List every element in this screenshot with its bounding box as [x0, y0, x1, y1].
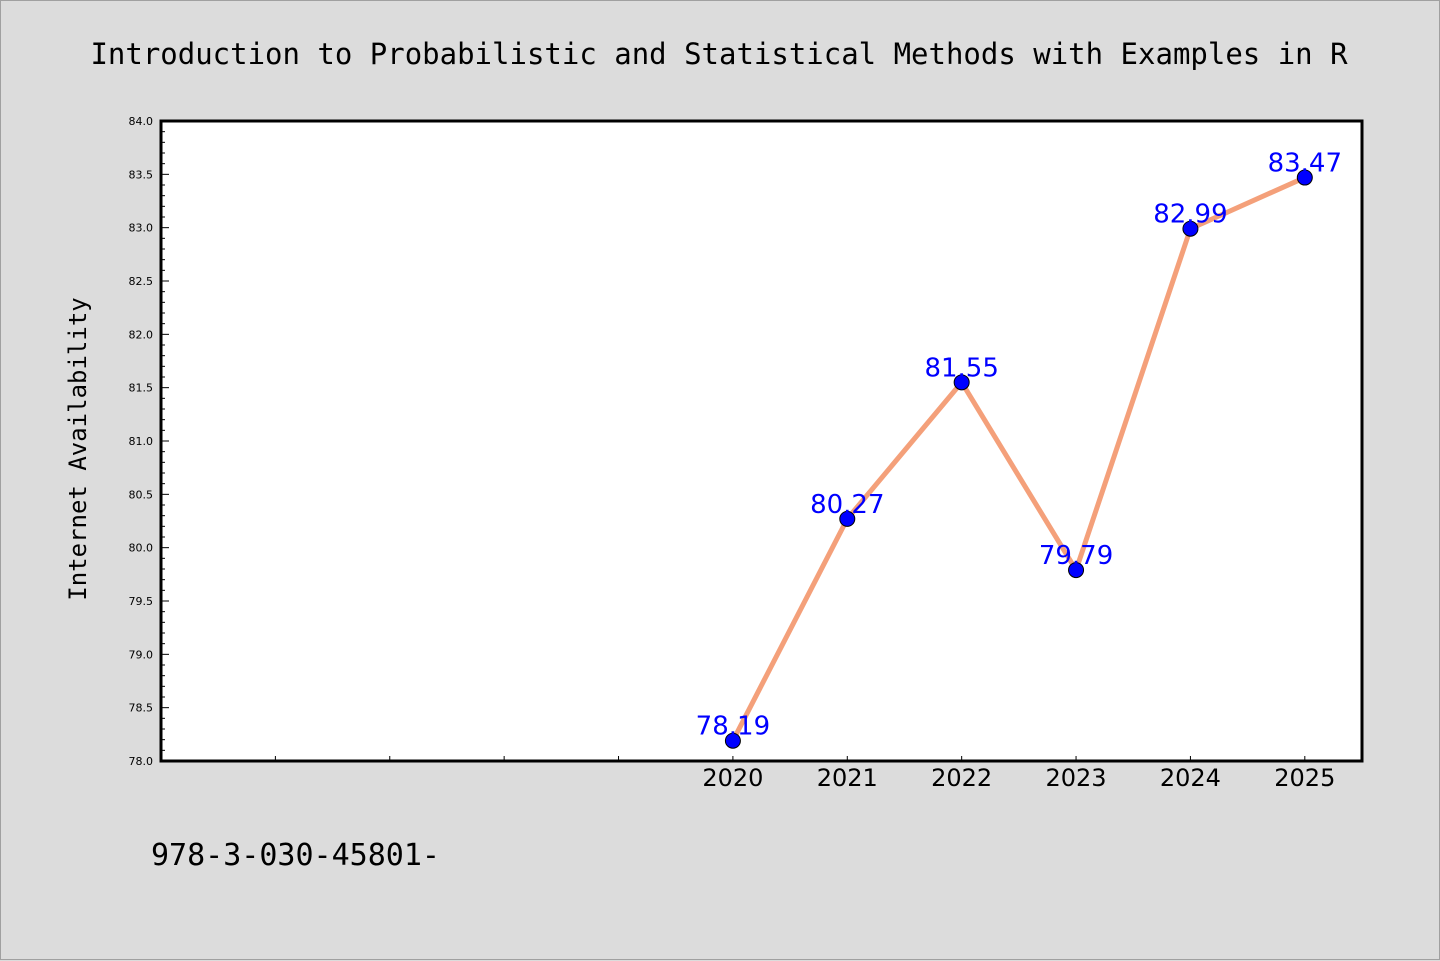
- x-tick-label: 2025: [1274, 764, 1335, 792]
- y-tick-label: 83.5: [129, 168, 154, 181]
- data-point: [724, 732, 741, 749]
- plot-area: [159, 119, 1364, 763]
- y-tick-label: 84.0: [129, 115, 154, 128]
- y-tick-label: 82.0: [129, 328, 154, 341]
- data-point: [839, 510, 856, 527]
- data-point-group: [724, 169, 1313, 749]
- data-point: [1182, 220, 1199, 237]
- data-label: 81.55: [924, 353, 998, 383]
- y-tick-label: 82.5: [129, 275, 154, 288]
- data-point: [953, 374, 970, 391]
- y-tick-label: 78.5: [129, 702, 154, 715]
- y-tick-label: 83.0: [129, 222, 154, 235]
- y-tick-label: 78.0: [129, 755, 154, 768]
- data-label: 82.99: [1153, 200, 1227, 230]
- series-line-group: [730, 175, 1308, 744]
- data-point: [1296, 169, 1313, 186]
- data-label: 78.19: [696, 712, 770, 742]
- y-tick-label: 79.0: [129, 648, 154, 661]
- y-tick-label: 81.0: [129, 435, 154, 448]
- x-tick-label: 2022: [931, 764, 992, 792]
- y-axis: 78.0 78.5 79.0 79.5 80.0 80.5 81.0 81.5 82.0 82.5…: [129, 115, 169, 768]
- y-tick-label: 80.5: [129, 488, 154, 501]
- chart-title: Introduction to Probabilistic and Statis…: [90, 37, 1348, 71]
- x-tick-label: 2024: [1160, 764, 1221, 792]
- isbn-annotation: 978-3-030-45801-: [151, 838, 440, 873]
- x-tick-label: 2023: [1046, 764, 1107, 792]
- data-point: [1068, 562, 1085, 579]
- data-label-group: 78.19 80.27 81.55 79.79 82.99 83.47: [696, 149, 1342, 742]
- x-tick-label: 2021: [817, 764, 878, 792]
- series-line: [730, 175, 1308, 744]
- data-label: 80.27: [810, 490, 884, 520]
- data-label: 83.47: [1268, 149, 1342, 179]
- y-axis-label: Internet Availability: [64, 297, 92, 600]
- data-label: 79.79: [1039, 541, 1113, 571]
- x-axis: 2020 2021 2022 2023 2024 2025: [160, 756, 1335, 792]
- x-tick-label: 2020: [702, 764, 763, 792]
- y-tick-label: 79.5: [129, 595, 154, 608]
- y-tick-label: 81.5: [129, 382, 154, 395]
- y-tick-label: 80.0: [129, 542, 154, 555]
